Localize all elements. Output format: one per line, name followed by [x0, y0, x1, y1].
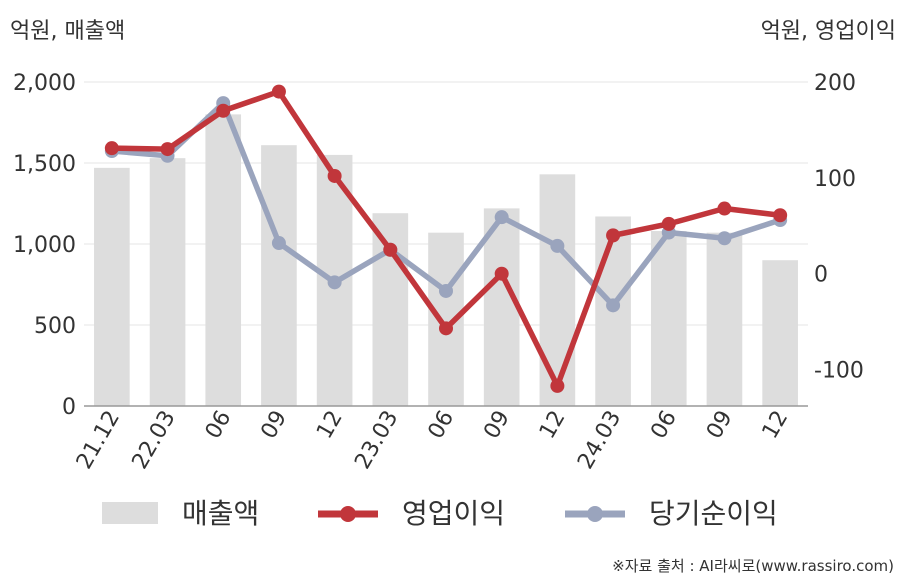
series-point: [272, 236, 286, 250]
x-tick-label: 09: [256, 407, 292, 444]
x-tick-label: 21.12: [72, 407, 125, 474]
legend-label-operating-profit: 영업이익: [402, 497, 505, 530]
x-tick-label: 06: [424, 407, 460, 444]
series-point: [495, 267, 509, 281]
revenue-bars: [94, 114, 798, 406]
series-point: [105, 141, 119, 155]
bar: [651, 231, 687, 406]
x-tick-label: 12: [535, 407, 571, 444]
legend-swatch-revenue: [102, 502, 158, 524]
x-axis-ticks: 21.12 22.03 06 09 12 23.03 06 09 12 24.03 06 09 12: [72, 407, 793, 474]
series-point: [328, 275, 342, 289]
bar: [94, 168, 130, 406]
left-tick-label: 1,500: [13, 152, 76, 177]
right-tick-label: 0: [814, 263, 828, 288]
legend: 매출액 영업이익 당기순이익: [102, 497, 778, 530]
series-point: [439, 284, 453, 298]
series-point: [216, 104, 230, 118]
series-point: [383, 243, 397, 257]
right-tick-label: -100: [814, 359, 864, 384]
legend-swatch-net-income-dot: [587, 506, 603, 522]
series-point: [773, 208, 787, 222]
series-point: [328, 169, 342, 183]
x-tick-label: 22.03: [128, 407, 181, 474]
series-point: [717, 231, 731, 245]
x-tick-label: 09: [479, 407, 515, 444]
bar: [707, 233, 743, 406]
right-tick-label: 200: [814, 71, 856, 96]
right-axis-unit-label: 억원, 영업이익: [761, 19, 896, 44]
series-point: [662, 217, 676, 231]
x-tick-label: 06: [646, 407, 682, 444]
x-tick-label: 12: [758, 407, 794, 444]
left-axis-unit-label: 억원, 매출액: [10, 19, 125, 44]
bar: [540, 174, 576, 406]
x-tick-label: 12: [312, 407, 348, 444]
bar: [205, 114, 241, 406]
right-axis-ticks: -100 0 100 200: [814, 71, 864, 384]
source-note: ※자료 출처 : AI라씨로(www.rassiro.com): [612, 557, 894, 575]
bar: [261, 145, 297, 406]
left-tick-label: 2,000: [13, 71, 76, 96]
x-tick-label: 06: [201, 407, 237, 444]
series-point: [550, 379, 564, 393]
left-tick-label: 500: [34, 314, 76, 339]
series-point: [717, 202, 731, 216]
x-tick-label: 24.03: [573, 407, 626, 474]
series-point: [606, 298, 620, 312]
left-tick-label: 0: [62, 395, 76, 420]
legend-label-net-income: 당기순이익: [649, 497, 778, 530]
left-tick-label: 1,000: [13, 233, 76, 258]
legend-label-revenue: 매출액: [182, 497, 259, 530]
legend-swatch-operating-profit-dot: [340, 506, 356, 522]
series-point: [606, 228, 620, 242]
bar: [762, 260, 798, 406]
bar: [150, 158, 186, 406]
series-point: [272, 85, 286, 99]
x-tick-label: 09: [702, 407, 738, 444]
series-point: [439, 321, 453, 335]
series-point: [550, 239, 564, 253]
left-axis-ticks: 0 500 1,000 1,500 2,000: [13, 71, 76, 420]
series-point: [495, 210, 509, 224]
bar: [372, 213, 408, 406]
series-point: [161, 142, 175, 156]
x-tick-label: 23.03: [350, 407, 403, 474]
right-tick-label: 100: [814, 167, 856, 192]
